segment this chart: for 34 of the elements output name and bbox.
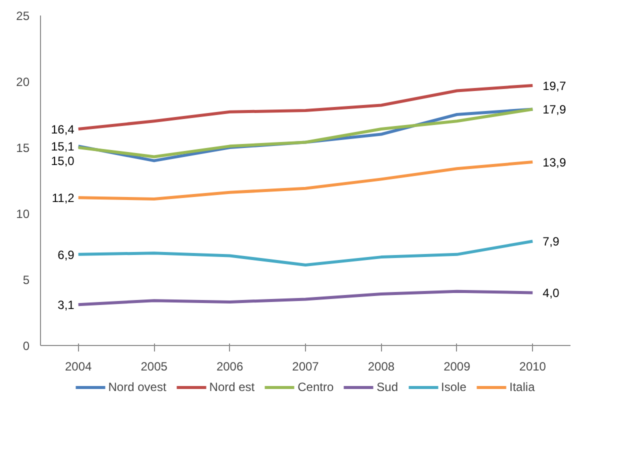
x-tick-label: 2004 xyxy=(65,360,92,374)
data-label: 3,1 xyxy=(58,298,75,312)
data-label: 13,9 xyxy=(542,156,566,170)
line-series xyxy=(76,84,534,131)
legend-label: Sud xyxy=(376,380,398,394)
line-series xyxy=(76,160,534,200)
x-tick-label: 2010 xyxy=(519,360,546,374)
y-tick-label: 10 xyxy=(16,207,30,221)
data-label: 15,0 xyxy=(51,154,75,168)
x-tick-label: 2007 xyxy=(292,360,320,374)
legend-label: Italia xyxy=(509,380,535,394)
x-tick-label: 2006 xyxy=(216,360,244,374)
x-tick-label: 2008 xyxy=(368,360,395,374)
legend-label: Centro xyxy=(298,380,334,394)
x-tick-label: 2009 xyxy=(444,360,471,374)
data-label: 15,1 xyxy=(51,140,75,154)
data-label: 19,7 xyxy=(542,78,566,93)
y-tick-label: 20 xyxy=(16,75,30,89)
data-label: 11,2 xyxy=(52,191,75,206)
y-tick-label: 25 xyxy=(16,9,30,23)
y-tick-label: 0 xyxy=(22,339,30,353)
legend-label: Isole xyxy=(441,380,466,394)
line-series xyxy=(76,290,534,306)
data-label: 4,0 xyxy=(542,286,560,300)
y-tick-label: 15 xyxy=(16,141,30,155)
legend-label: Nord ovest xyxy=(108,380,166,394)
data-label: 7,9 xyxy=(542,234,560,249)
y-tick-label: 5 xyxy=(22,273,30,287)
data-label: 6,9 xyxy=(58,248,75,262)
x-tick-label: 2005 xyxy=(140,360,168,374)
data-label: 17,9 xyxy=(542,102,566,117)
line-series xyxy=(76,240,534,266)
data-label: 16,4 xyxy=(51,122,75,137)
legend-label: Nord est xyxy=(209,380,255,394)
